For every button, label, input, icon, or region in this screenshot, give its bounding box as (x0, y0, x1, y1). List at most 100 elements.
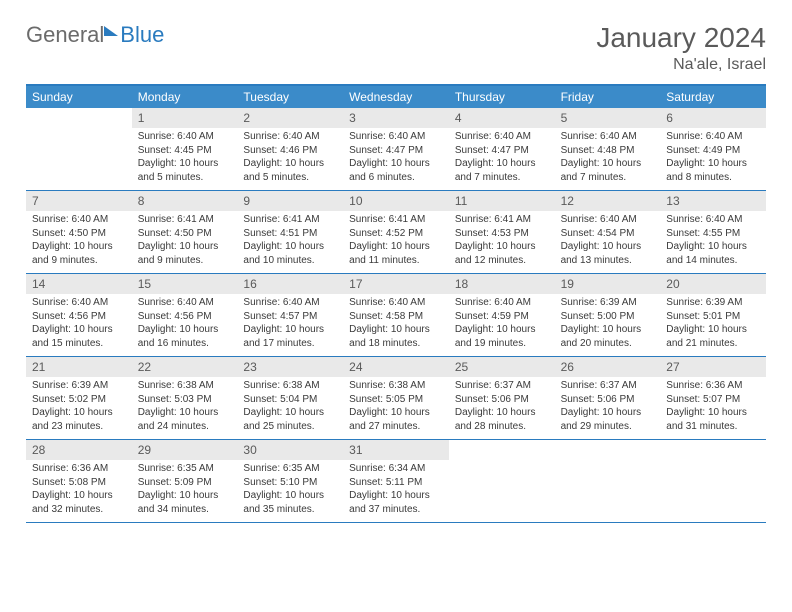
day-details: Sunrise: 6:35 AMSunset: 5:10 PMDaylight:… (237, 460, 343, 520)
sunrise-text: Sunrise: 6:40 AM (455, 296, 549, 310)
daylight-text: Daylight: 10 hours and 21 minutes. (666, 323, 760, 350)
day-details: Sunrise: 6:40 AMSunset: 4:47 PMDaylight:… (449, 128, 555, 188)
daylight-text: Daylight: 10 hours and 24 minutes. (138, 406, 232, 433)
calendar-cell: 14Sunrise: 6:40 AMSunset: 4:56 PMDayligh… (26, 274, 132, 356)
calendar-cell: 3Sunrise: 6:40 AMSunset: 4:47 PMDaylight… (343, 108, 449, 190)
sunrise-text: Sunrise: 6:40 AM (349, 130, 443, 144)
calendar-cell: 4Sunrise: 6:40 AMSunset: 4:47 PMDaylight… (449, 108, 555, 190)
day-number (449, 440, 555, 460)
calendar-cell: 29Sunrise: 6:35 AMSunset: 5:09 PMDayligh… (132, 440, 238, 522)
daylight-text: Daylight: 10 hours and 7 minutes. (561, 157, 655, 184)
weeks-container: 1Sunrise: 6:40 AMSunset: 4:45 PMDaylight… (26, 108, 766, 523)
daylight-text: Daylight: 10 hours and 32 minutes. (32, 489, 126, 516)
sunset-text: Sunset: 4:59 PM (455, 310, 549, 324)
sunrise-text: Sunrise: 6:36 AM (32, 462, 126, 476)
day-details: Sunrise: 6:38 AMSunset: 5:04 PMDaylight:… (237, 377, 343, 437)
daylight-text: Daylight: 10 hours and 8 minutes. (666, 157, 760, 184)
sunset-text: Sunset: 4:55 PM (666, 227, 760, 241)
daylight-text: Daylight: 10 hours and 35 minutes. (243, 489, 337, 516)
daylight-text: Daylight: 10 hours and 5 minutes. (138, 157, 232, 184)
day-details: Sunrise: 6:40 AMSunset: 4:57 PMDaylight:… (237, 294, 343, 354)
daylight-text: Daylight: 10 hours and 23 minutes. (32, 406, 126, 433)
day-number: 13 (660, 191, 766, 211)
sunrise-text: Sunrise: 6:41 AM (349, 213, 443, 227)
calendar-cell: 18Sunrise: 6:40 AMSunset: 4:59 PMDayligh… (449, 274, 555, 356)
sunrise-text: Sunrise: 6:38 AM (243, 379, 337, 393)
sunrise-text: Sunrise: 6:38 AM (349, 379, 443, 393)
sunset-text: Sunset: 5:04 PM (243, 393, 337, 407)
day-number: 23 (237, 357, 343, 377)
day-details: Sunrise: 6:40 AMSunset: 4:54 PMDaylight:… (555, 211, 661, 271)
day-details: Sunrise: 6:40 AMSunset: 4:48 PMDaylight:… (555, 128, 661, 188)
day-details: Sunrise: 6:40 AMSunset: 4:45 PMDaylight:… (132, 128, 238, 188)
day-details: Sunrise: 6:36 AMSunset: 5:07 PMDaylight:… (660, 377, 766, 437)
header: General Blue January 2024 Na'ale, Israel (26, 22, 766, 74)
calendar-cell: 24Sunrise: 6:38 AMSunset: 5:05 PMDayligh… (343, 357, 449, 439)
day-details: Sunrise: 6:41 AMSunset: 4:53 PMDaylight:… (449, 211, 555, 271)
day-number: 4 (449, 108, 555, 128)
day-number: 2 (237, 108, 343, 128)
calendar-cell: 30Sunrise: 6:35 AMSunset: 5:10 PMDayligh… (237, 440, 343, 522)
daylight-text: Daylight: 10 hours and 14 minutes. (666, 240, 760, 267)
day-number (660, 440, 766, 460)
daylight-text: Daylight: 10 hours and 18 minutes. (349, 323, 443, 350)
calendar-cell: 26Sunrise: 6:37 AMSunset: 5:06 PMDayligh… (555, 357, 661, 439)
sunrise-text: Sunrise: 6:40 AM (32, 296, 126, 310)
calendar-cell: 27Sunrise: 6:36 AMSunset: 5:07 PMDayligh… (660, 357, 766, 439)
day-details: Sunrise: 6:36 AMSunset: 5:08 PMDaylight:… (26, 460, 132, 520)
daylight-text: Daylight: 10 hours and 10 minutes. (243, 240, 337, 267)
daylight-text: Daylight: 10 hours and 19 minutes. (455, 323, 549, 350)
daylight-text: Daylight: 10 hours and 5 minutes. (243, 157, 337, 184)
calendar-cell: 28Sunrise: 6:36 AMSunset: 5:08 PMDayligh… (26, 440, 132, 522)
day-number: 20 (660, 274, 766, 294)
weekday-thursday: Thursday (449, 86, 555, 108)
sunrise-text: Sunrise: 6:35 AM (138, 462, 232, 476)
sunset-text: Sunset: 5:02 PM (32, 393, 126, 407)
day-number: 24 (343, 357, 449, 377)
day-number: 14 (26, 274, 132, 294)
daylight-text: Daylight: 10 hours and 27 minutes. (349, 406, 443, 433)
sunrise-text: Sunrise: 6:40 AM (666, 213, 760, 227)
day-details: Sunrise: 6:40 AMSunset: 4:47 PMDaylight:… (343, 128, 449, 188)
daylight-text: Daylight: 10 hours and 12 minutes. (455, 240, 549, 267)
sunrise-text: Sunrise: 6:41 AM (243, 213, 337, 227)
sunrise-text: Sunrise: 6:40 AM (666, 130, 760, 144)
calendar-cell: 16Sunrise: 6:40 AMSunset: 4:57 PMDayligh… (237, 274, 343, 356)
day-number: 11 (449, 191, 555, 211)
sunset-text: Sunset: 5:09 PM (138, 476, 232, 490)
calendar-cell: 21Sunrise: 6:39 AMSunset: 5:02 PMDayligh… (26, 357, 132, 439)
sunset-text: Sunset: 5:07 PM (666, 393, 760, 407)
sunrise-text: Sunrise: 6:40 AM (561, 130, 655, 144)
day-number: 7 (26, 191, 132, 211)
sunset-text: Sunset: 4:45 PM (138, 144, 232, 158)
day-number: 22 (132, 357, 238, 377)
calendar-cell: 17Sunrise: 6:40 AMSunset: 4:58 PMDayligh… (343, 274, 449, 356)
sunrise-text: Sunrise: 6:34 AM (349, 462, 443, 476)
daylight-text: Daylight: 10 hours and 20 minutes. (561, 323, 655, 350)
sunrise-text: Sunrise: 6:40 AM (243, 130, 337, 144)
day-number: 16 (237, 274, 343, 294)
day-details: Sunrise: 6:38 AMSunset: 5:05 PMDaylight:… (343, 377, 449, 437)
sunset-text: Sunset: 4:47 PM (455, 144, 549, 158)
calendar-cell: 8Sunrise: 6:41 AMSunset: 4:50 PMDaylight… (132, 191, 238, 273)
day-number: 1 (132, 108, 238, 128)
day-number: 25 (449, 357, 555, 377)
daylight-text: Daylight: 10 hours and 31 minutes. (666, 406, 760, 433)
sunrise-text: Sunrise: 6:39 AM (666, 296, 760, 310)
weekday-sunday: Sunday (26, 86, 132, 108)
calendar-cell (555, 440, 661, 522)
day-details: Sunrise: 6:34 AMSunset: 5:11 PMDaylight:… (343, 460, 449, 520)
sunset-text: Sunset: 4:58 PM (349, 310, 443, 324)
logo: General Blue (26, 22, 164, 48)
day-details: Sunrise: 6:40 AMSunset: 4:56 PMDaylight:… (132, 294, 238, 354)
day-number: 19 (555, 274, 661, 294)
daylight-text: Daylight: 10 hours and 29 minutes. (561, 406, 655, 433)
day-details: Sunrise: 6:40 AMSunset: 4:56 PMDaylight:… (26, 294, 132, 354)
sunrise-text: Sunrise: 6:40 AM (349, 296, 443, 310)
sunrise-text: Sunrise: 6:40 AM (32, 213, 126, 227)
sunrise-text: Sunrise: 6:37 AM (455, 379, 549, 393)
daylight-text: Daylight: 10 hours and 15 minutes. (32, 323, 126, 350)
sunset-text: Sunset: 4:53 PM (455, 227, 549, 241)
day-details: Sunrise: 6:41 AMSunset: 4:51 PMDaylight:… (237, 211, 343, 271)
weekday-saturday: Saturday (660, 86, 766, 108)
